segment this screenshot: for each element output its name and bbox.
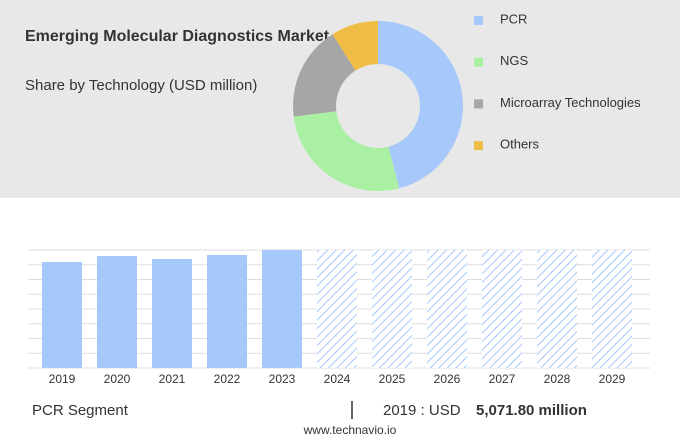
legend-swatch <box>474 99 483 109</box>
x-tick-label: 2023 <box>269 372 296 386</box>
forecast-bar <box>592 250 632 368</box>
legend-swatch <box>474 57 483 67</box>
chart-title: Emerging Molecular Diagnostics Market <box>25 28 330 45</box>
x-tick-label: 2025 <box>379 372 406 386</box>
donut-segment <box>332 21 378 71</box>
forecast-bar <box>372 250 412 368</box>
donut-segment <box>293 34 356 117</box>
legend-swatch <box>474 16 483 25</box>
source: www.technavio.io <box>303 423 397 437</box>
footer-value: 5,071.80 million <box>476 402 587 419</box>
x-tick-label: 2026 <box>434 372 461 386</box>
legend-label: Others <box>500 137 540 152</box>
footer-year: 2019 : USD <box>383 402 461 419</box>
x-tick-label: 2024 <box>324 372 351 386</box>
donut-segment <box>293 111 400 191</box>
footer-segment: PCR Segment <box>32 402 129 419</box>
bar <box>152 259 192 368</box>
x-tick-label: 2028 <box>544 372 571 386</box>
bar <box>262 250 302 368</box>
forecast-bar <box>427 250 467 368</box>
x-tick-label: 2022 <box>214 372 241 386</box>
legend-label: PCR <box>500 11 527 26</box>
x-tick-label: 2019 <box>49 372 76 386</box>
legend-swatch <box>474 141 483 151</box>
x-tick-label: 2021 <box>159 372 186 386</box>
donut-segment <box>378 21 463 189</box>
bar <box>42 262 82 368</box>
forecast-bar <box>317 250 357 368</box>
forecast-bar <box>482 250 522 368</box>
legend-label: Microarray Technologies <box>500 95 641 110</box>
chart-subtitle: Share by Technology (USD million) <box>25 77 257 94</box>
forecast-bar <box>537 250 577 368</box>
legend-label: NGS <box>500 53 529 68</box>
bar <box>207 254 247 368</box>
x-tick-label: 2027 <box>489 372 516 386</box>
bar <box>97 255 137 368</box>
x-tick-label: 2020 <box>104 372 131 386</box>
x-tick-label: 2029 <box>599 372 626 386</box>
